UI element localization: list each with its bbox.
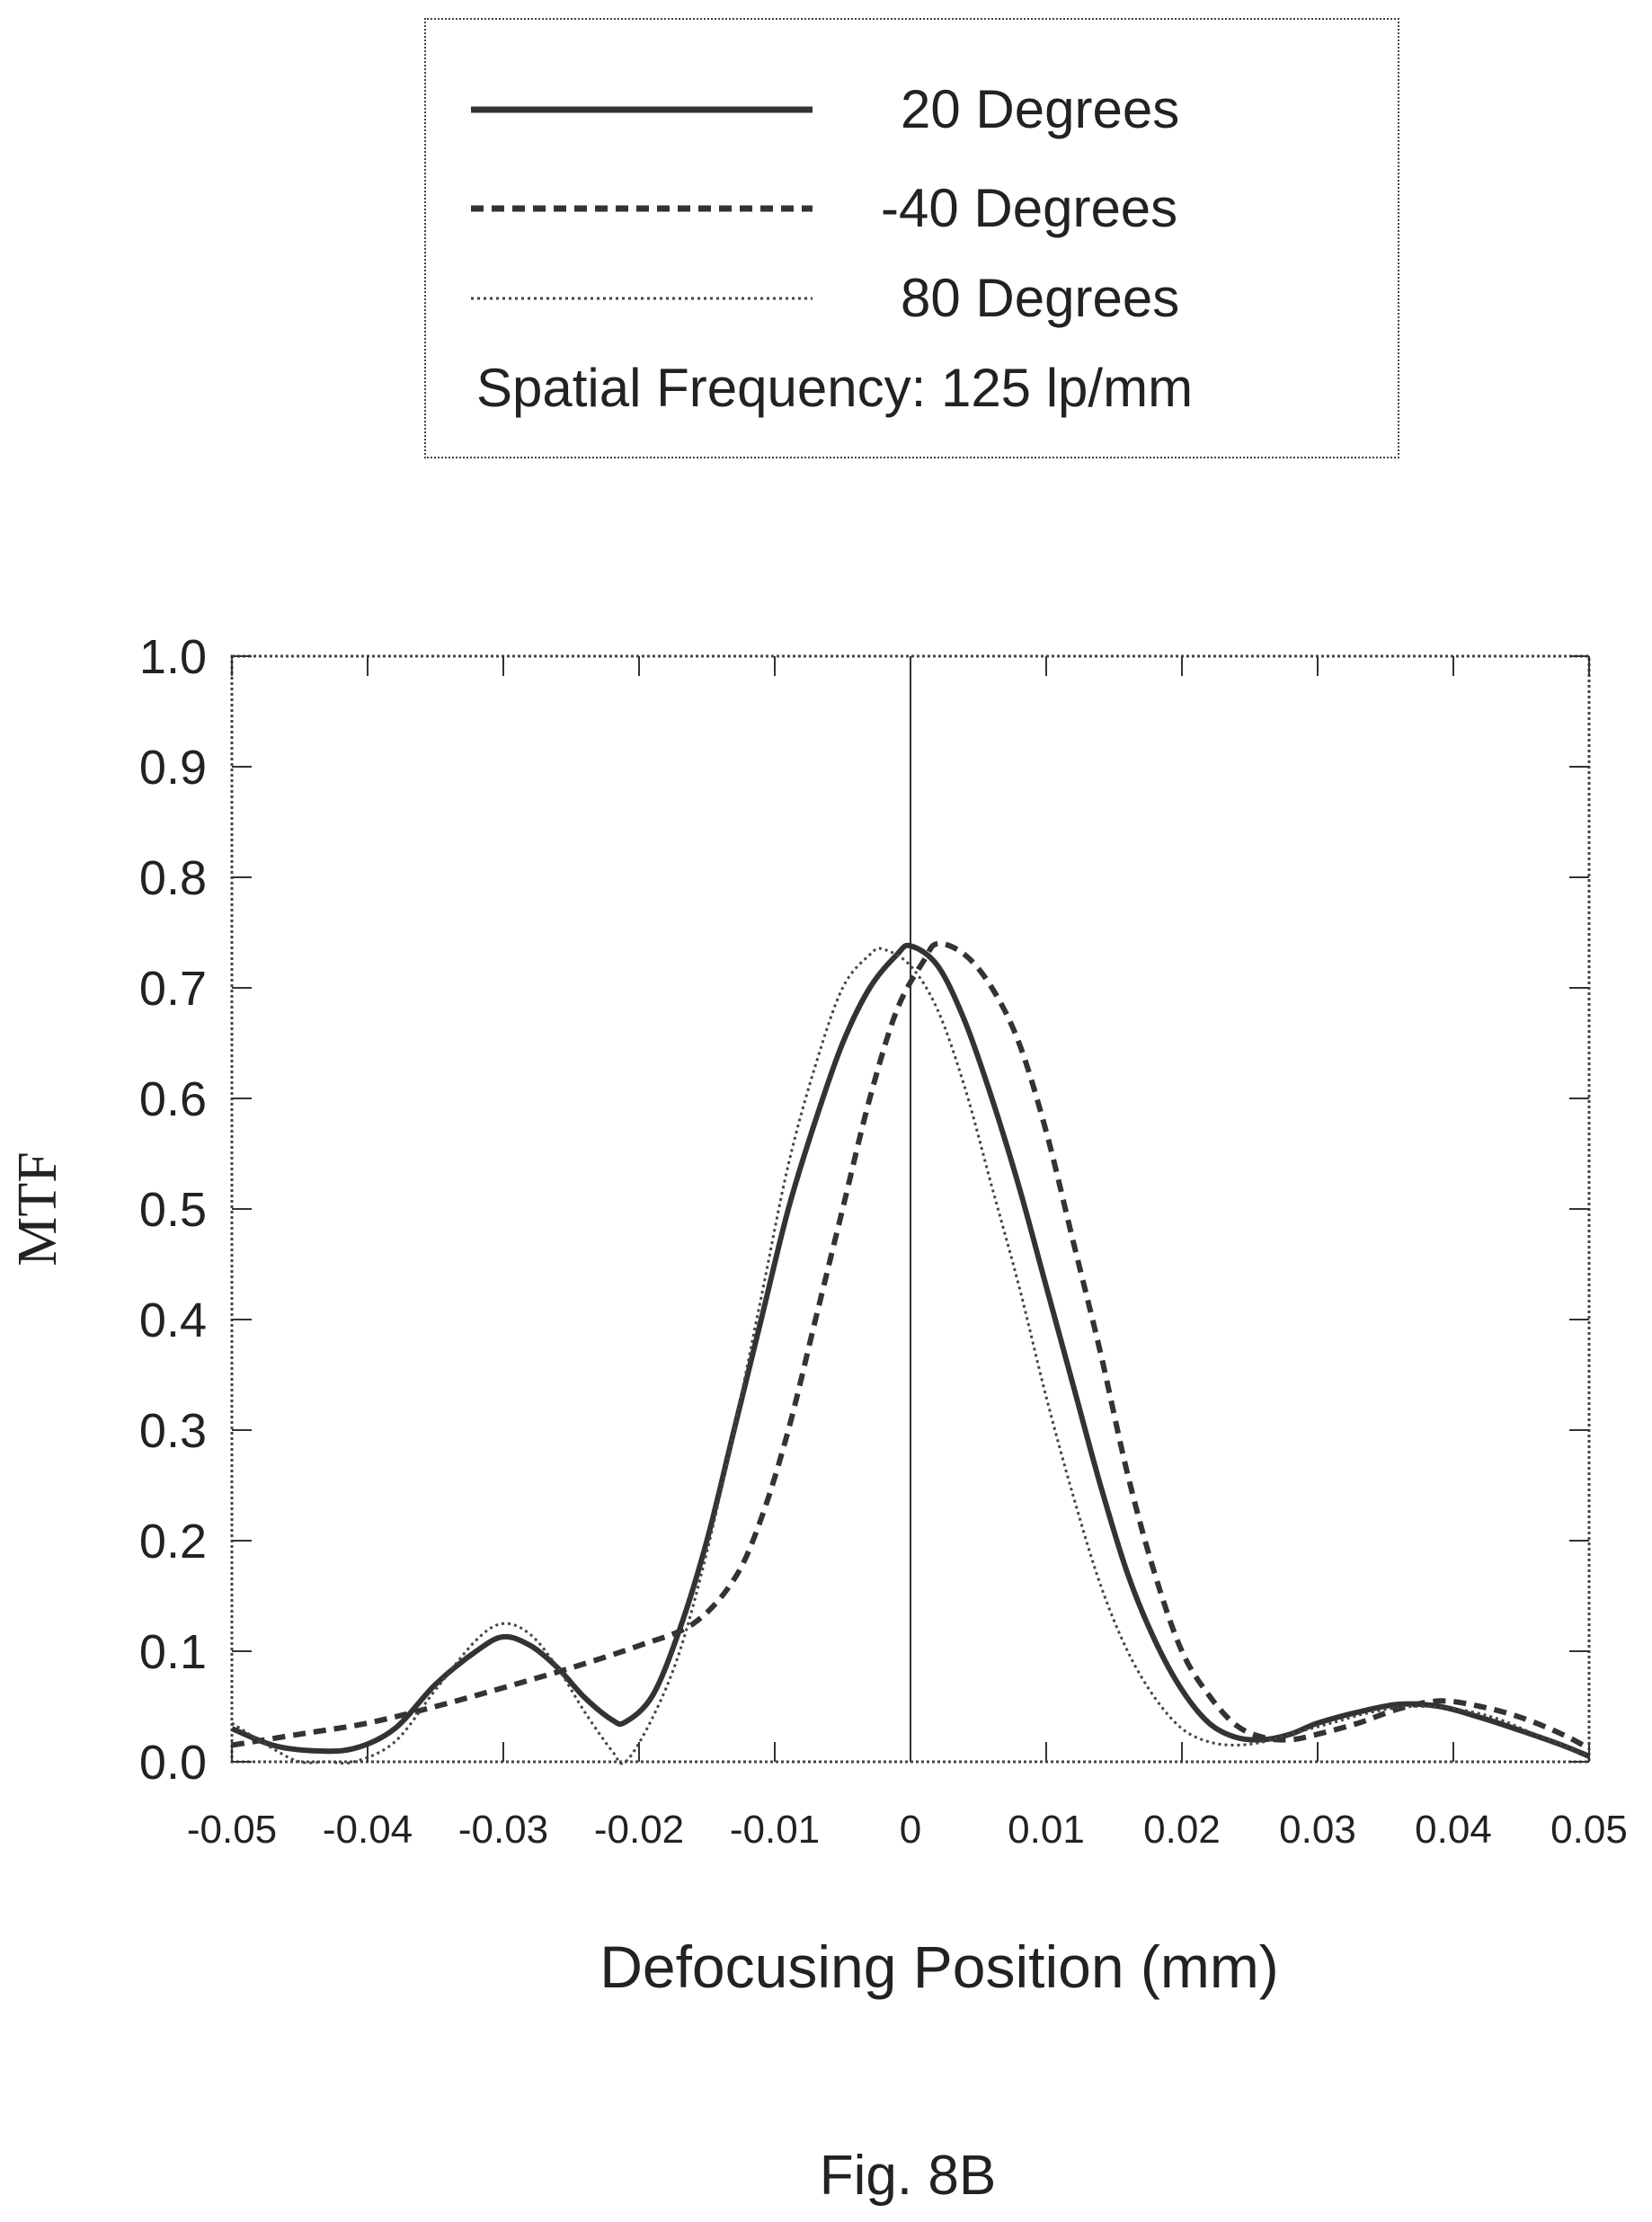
- series-line-80-degrees: [231, 947, 1590, 1765]
- legend-label: 80 Degrees: [901, 268, 1180, 328]
- legend-entry-minus-40-degrees: -40 Degrees: [426, 173, 1398, 244]
- x-axis-label: Defocusing Position (mm): [600, 1933, 1279, 2000]
- y-axis-label: MTF: [7, 1151, 68, 1266]
- y-tick-label: 1.0: [139, 630, 207, 684]
- legend-line-dashed: [471, 205, 813, 212]
- x-tick-label: -0.03: [458, 1808, 548, 1852]
- y-tick-label: 0.1: [139, 1625, 207, 1679]
- y-tick-label: 0.7: [139, 962, 207, 1016]
- x-tick-label: 0.01: [1008, 1808, 1085, 1852]
- legend-line-dotted: [471, 297, 813, 300]
- y-tick-label: 0.9: [139, 741, 207, 795]
- x-tick-label: 0.03: [1279, 1808, 1356, 1852]
- legend-line-solid: [471, 106, 813, 113]
- x-tick-label: 0.04: [1415, 1808, 1492, 1852]
- legend: 20 Degrees -40 Degrees 80 Degrees Spatia…: [424, 18, 1399, 458]
- x-tick-label: 0.05: [1550, 1808, 1628, 1852]
- legend-label: 20 Degrees: [901, 79, 1180, 139]
- legend-entry-20-degrees: 20 Degrees: [426, 74, 1398, 146]
- spatial-frequency-note: Spatial Frequency: 125 lp/mm: [476, 358, 1194, 418]
- x-tick-label: -0.02: [594, 1808, 684, 1852]
- x-tick-label: -0.05: [187, 1808, 277, 1852]
- x-tick-label: 0: [900, 1808, 921, 1852]
- legend-label: -40 Degrees: [881, 178, 1178, 238]
- y-tick-label: 0.0: [139, 1736, 207, 1790]
- figure-caption: Fig. 8B: [819, 2145, 997, 2207]
- x-tick-label: 0.02: [1143, 1808, 1221, 1852]
- x-tick-label: -0.04: [323, 1808, 413, 1852]
- y-tick-label: 0.4: [139, 1293, 207, 1347]
- legend-entry-80-degrees: 80 Degrees: [426, 262, 1398, 334]
- y-tick-label: 0.2: [139, 1515, 207, 1569]
- plot-area: -0.05 -0.04 -0.03 -0.02 -0.01 0 0.01 0.02 0.03 0.…: [7, 630, 1628, 1852]
- y-tick-label: 0.8: [139, 851, 207, 905]
- y-tick-label: 0.6: [139, 1072, 207, 1126]
- y-tick-label: 0.3: [139, 1404, 207, 1458]
- series-line-40-degrees: [231, 940, 1591, 1751]
- y-tick-label: 0.5: [139, 1183, 207, 1237]
- x-tick-label: -0.01: [730, 1808, 820, 1852]
